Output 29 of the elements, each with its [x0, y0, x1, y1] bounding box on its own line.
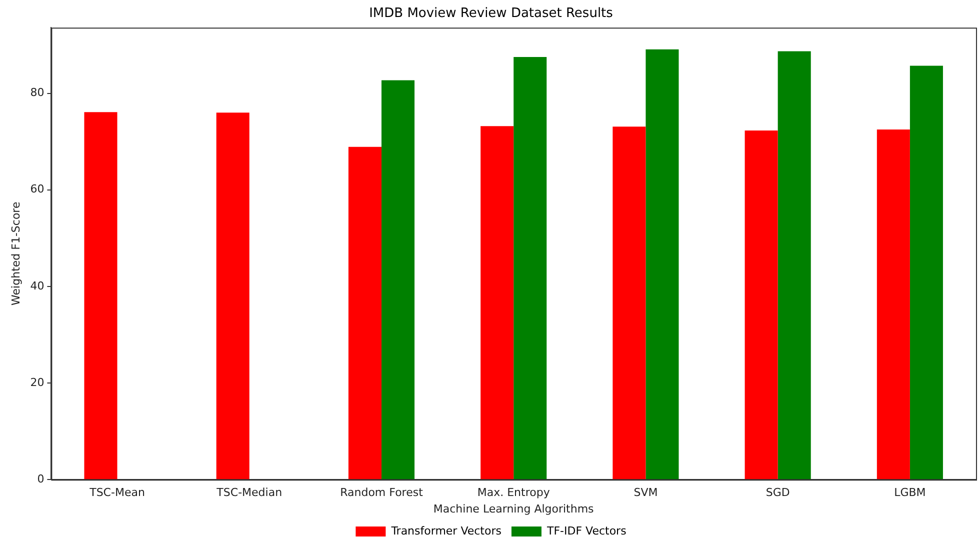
- bar: [480, 126, 514, 480]
- y-tick-label: 80: [30, 86, 44, 100]
- x-axis-title: Machine Learning Algorithms: [433, 502, 594, 516]
- y-axis-title: Weighted F1-Score: [9, 202, 22, 306]
- y-tick-label: 20: [30, 376, 44, 389]
- x-tick-label: SVM: [634, 486, 658, 500]
- legend-label: TF-IDF Vectors: [546, 524, 627, 538]
- bar: [646, 49, 679, 480]
- bar: [381, 80, 415, 480]
- bar: [876, 129, 910, 480]
- x-tick-label: Max. Entropy: [477, 486, 550, 500]
- y-tick-label: 40: [30, 279, 44, 292]
- legend-label: Transformer Vectors: [390, 524, 502, 538]
- x-tick-label: LGBM: [894, 486, 926, 500]
- x-tick-label: TSC-Median: [216, 486, 282, 500]
- bar: [778, 51, 811, 480]
- x-tick-label: SGD: [766, 486, 790, 500]
- bar: [216, 112, 250, 480]
- x-tick-label: Random Forest: [340, 486, 424, 500]
- bar: [744, 130, 778, 480]
- chart-title: IMDB Moview Review Dataset Results: [369, 6, 614, 22]
- bar: [612, 126, 646, 480]
- bar: [348, 146, 382, 480]
- y-tick-label: 60: [30, 182, 44, 196]
- x-tick-label: TSC-Mean: [88, 486, 145, 500]
- bar: [910, 66, 943, 480]
- y-tick-label: 0: [37, 472, 44, 486]
- bar: [514, 57, 547, 480]
- bar: [84, 112, 118, 480]
